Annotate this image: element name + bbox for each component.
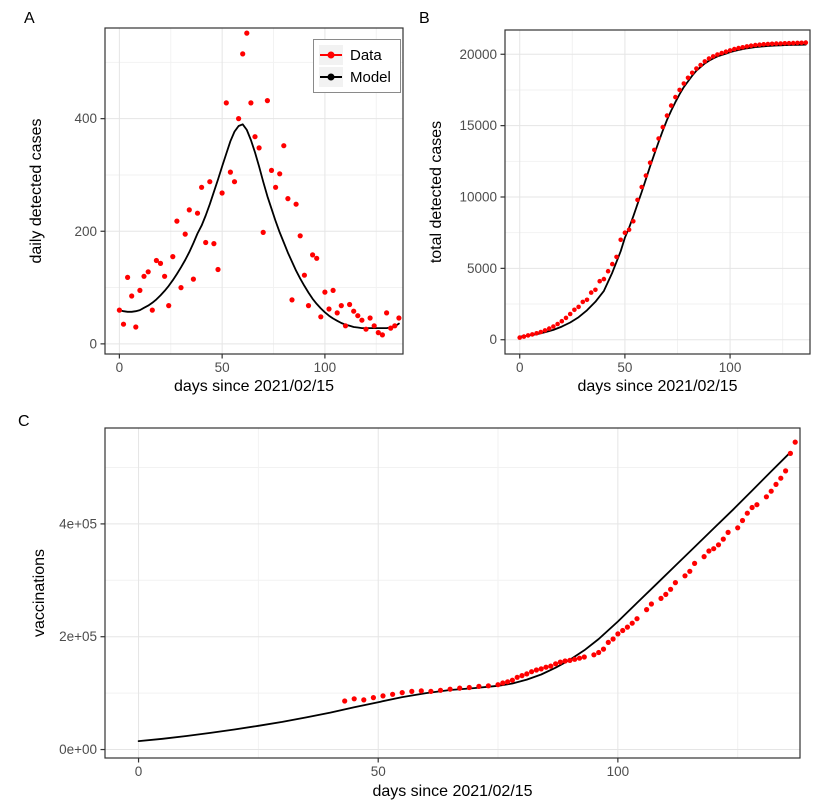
svg-text:4e+05: 4e+05	[59, 516, 97, 531]
svg-text:10000: 10000	[459, 189, 497, 204]
model-series-key-icon	[319, 67, 343, 87]
panel-a-x-axis-title: days since 2021/02/15	[173, 378, 335, 395]
svg-text:100: 100	[607, 764, 630, 779]
svg-text:50: 50	[617, 360, 632, 375]
svg-text:0: 0	[516, 360, 524, 375]
legend-entry-data: Data	[319, 44, 394, 66]
panel-b-y-axis-title: total detected cases	[428, 120, 445, 264]
panel-c-tag: C	[18, 413, 30, 430]
panel-c-y-axis-title: vaccinations	[31, 548, 48, 638]
panel-a-y-axis-title: daily detected cases	[28, 118, 45, 264]
data-series-key-icon	[319, 45, 343, 65]
svg-text:100: 100	[719, 360, 742, 375]
svg-text:50: 50	[215, 360, 230, 375]
svg-text:0: 0	[89, 336, 97, 351]
panel-a-tag: A	[24, 10, 35, 27]
svg-text:200: 200	[74, 224, 97, 239]
svg-text:100: 100	[314, 360, 337, 375]
svg-text:2e+05: 2e+05	[59, 629, 97, 644]
svg-text:20000: 20000	[459, 47, 497, 62]
svg-text:0: 0	[489, 332, 497, 347]
panel-b-x-axis-title: days since 2021/02/15	[577, 378, 738, 395]
svg-text:400: 400	[74, 111, 97, 126]
legend-entry-model: Model	[319, 66, 394, 88]
legend: Data Model	[313, 39, 401, 93]
svg-text:50: 50	[371, 764, 386, 779]
svg-text:0: 0	[135, 764, 143, 779]
legend-label-model: Model	[350, 68, 391, 86]
legend-label-data: Data	[350, 46, 382, 64]
panel-b-tag: B	[419, 10, 430, 27]
svg-text:5000: 5000	[467, 261, 497, 276]
svg-text:0e+00: 0e+00	[59, 742, 97, 757]
svg-text:15000: 15000	[459, 118, 497, 133]
svg-text:0: 0	[116, 360, 124, 375]
panel-c-x-axis-title: days since 2021/02/15	[372, 783, 533, 800]
